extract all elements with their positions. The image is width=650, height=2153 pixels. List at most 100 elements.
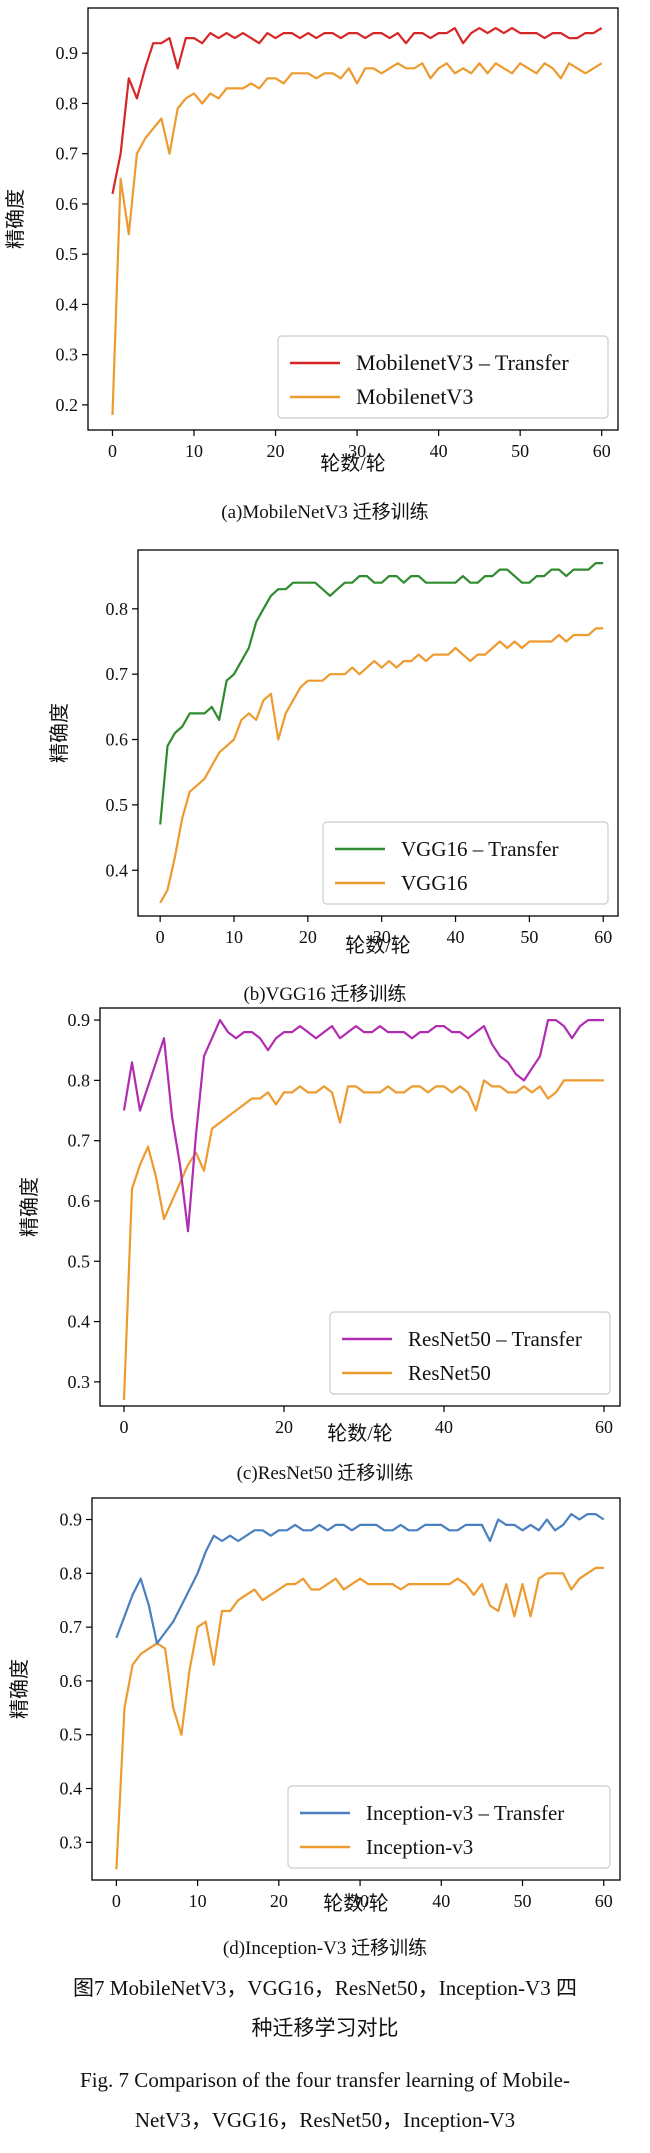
series-line-0	[159, 562, 604, 825]
y-tick-label: 0.8	[106, 599, 129, 619]
x-tick-label: 60	[595, 1891, 613, 1911]
legend: MobilenetV3 – Transfer MobilenetV3	[277, 335, 609, 419]
subcaption-b: (b)VGG16 迁移训练	[243, 984, 407, 1005]
legend-box	[277, 335, 609, 419]
y-tick-label: 0.4	[106, 860, 129, 880]
y-tick-label: 0.3	[56, 345, 79, 365]
legend-label-0: ResNet50 – Transfer	[408, 1327, 582, 1351]
y-tick-label: 0.9	[60, 1510, 83, 1530]
y-axis-label: 精确度	[18, 1177, 41, 1237]
y-tick-label: 0.9	[68, 1010, 91, 1030]
y-tick-label: 0.7	[106, 664, 129, 684]
x-tick-label: 0	[112, 1891, 121, 1911]
x-tick-label: 10	[185, 441, 203, 461]
x-tick-label: 60	[594, 927, 612, 947]
legend-label-1: ResNet50	[408, 1361, 491, 1385]
legend: VGG16 – Transfer VGG16	[322, 821, 609, 905]
figure-caption-zh-line2: 种迁移学习对比	[251, 2016, 399, 2040]
y-tick-label: 0.5	[56, 244, 79, 264]
series-line-1	[111, 62, 603, 415]
y-tick-label: 0.5	[106, 795, 129, 815]
x-tick-label: 20	[270, 1891, 288, 1911]
legend-box	[329, 1311, 611, 1395]
y-tick-label: 0.7	[60, 1617, 83, 1637]
chart-inception-v3: 0 10 20 30 40 50 60 0.3 0.4 0.5 0.6 0.7 0.8 0.9 轮数/轮 精确…	[8, 1497, 621, 1915]
x-tick-label: 40	[435, 1417, 453, 1437]
y-axis-label: 精确度	[48, 703, 71, 763]
legend-label-1: VGG16	[401, 871, 468, 895]
x-tick-label: 60	[593, 441, 611, 461]
x-tick-label: 50	[520, 927, 538, 947]
series-line-1	[159, 627, 604, 904]
legend-box	[287, 1785, 611, 1869]
y-axis-label: 精确度	[8, 1659, 31, 1719]
legend-label-0: MobilenetV3 – Transfer	[356, 350, 569, 375]
y-tick-label: 0.7	[56, 144, 79, 164]
x-tick-label: 40	[447, 927, 465, 947]
x-tick-label: 20	[275, 1417, 293, 1437]
x-tick-label: 0	[120, 1417, 129, 1437]
y-tick-label: 0.9	[56, 43, 79, 63]
y-tick-label: 0.4	[56, 294, 79, 314]
y-axis-label: 精确度	[4, 189, 27, 249]
chart-panel-vgg16: 0 10 20 30 40 50 60 0.4 0.5 0.6 0.7 0.8 轮数/轮 精确度 VGG16…	[0, 540, 650, 1020]
x-tick-label: 20	[267, 441, 285, 461]
subcaption-c: (c)ResNet50 迁移训练	[236, 1463, 414, 1484]
legend-label-0: Inception-v3 – Transfer	[366, 1801, 564, 1825]
y-tick-label: 0.3	[60, 1832, 83, 1852]
x-tick-label: 50	[511, 441, 529, 461]
x-tick-label: 30	[348, 441, 366, 461]
x-tick-label: 30	[373, 927, 391, 947]
y-tick-label: 0.3	[68, 1372, 91, 1392]
series-line-0	[111, 27, 603, 195]
y-tick-label: 0.2	[56, 395, 79, 415]
y-tick-label: 0.6	[68, 1191, 91, 1211]
x-axis-label: 轮数/轮	[345, 934, 411, 957]
plot-frame	[137, 549, 619, 917]
plot-frame	[87, 7, 619, 431]
plot-frame	[91, 1497, 621, 1881]
series-line-0	[122, 1019, 604, 1233]
series-line-1	[122, 1079, 604, 1401]
y-tick-label: 0.5	[60, 1725, 83, 1745]
chart-panel-inception-v3: 0 10 20 30 40 50 60 0.3 0.4 0.5 0.6 0.7 0.8 0.9 轮数/轮 精确…	[0, 1490, 650, 1980]
y-tick-label: 0.6	[106, 730, 129, 750]
legend-label-1: MobilenetV3	[356, 384, 473, 409]
y-tick-label: 0.5	[68, 1251, 91, 1271]
chart-panel-mobilenetv3: 0 10 20 30 40 50 60 0.2 0.3 0.4 0.5 0.6 0.7 0.8 0.9 轮数/…	[0, 0, 650, 550]
chart-mobilenetv3: 0 10 20 30 40 50 60 0.2 0.3 0.4 0.5 0.6 0.7 0.8 0.9 轮数/…	[4, 7, 619, 475]
x-tick-label: 10	[189, 1891, 207, 1911]
figure-caption-zh-line1: 图7 MobileNetV3，VGG16，ResNet50，Inception-…	[73, 1976, 577, 2000]
y-tick-label: 0.8	[60, 1563, 83, 1583]
legend-label-0: VGG16 – Transfer	[401, 837, 559, 861]
legend: ResNet50 – Transfer ResNet50	[329, 1311, 611, 1395]
x-tick-label: 0	[156, 927, 165, 947]
y-tick-label: 0.7	[68, 1131, 91, 1151]
legend-box	[322, 821, 609, 905]
y-tick-label: 0.4	[68, 1312, 91, 1332]
legend-label-1: Inception-v3	[366, 1835, 473, 1859]
chart-resnet50: 0 20 40 60 0.3 0.4 0.5 0.6 0.7 0.8 0.9 轮数/轮 精确度 ResNe…	[18, 1007, 621, 1445]
x-tick-label: 40	[430, 441, 448, 461]
y-tick-label: 0.8	[56, 93, 79, 113]
figure-caption-en-line1: Fig. 7 Comparison of the four transfer l…	[80, 2068, 570, 2092]
plot-frame	[99, 1007, 621, 1407]
x-tick-label: 20	[299, 927, 317, 947]
chart-vgg16: 0 10 20 30 40 50 60 0.4 0.5 0.6 0.7 0.8 轮数/轮 精确度 VGG16…	[48, 549, 619, 957]
series-line-1	[115, 1566, 604, 1870]
x-axis-label: 轮数/轮	[320, 452, 386, 475]
x-tick-label: 0	[108, 441, 117, 461]
series-line-0	[115, 1513, 605, 1645]
x-tick-label: 60	[595, 1417, 613, 1437]
x-tick-label: 50	[514, 1891, 532, 1911]
x-tick-label: 40	[432, 1891, 450, 1911]
x-tick-label: 10	[225, 927, 243, 947]
y-tick-label: 0.6	[56, 194, 79, 214]
y-tick-label: 0.6	[60, 1671, 83, 1691]
subcaption-d: (d)Inception-V3 迁移训练	[222, 1938, 428, 1959]
y-tick-label: 0.8	[68, 1070, 91, 1090]
x-axis-label: 轮数/轮	[323, 1892, 389, 1915]
legend: Inception-v3 – Transfer Inception-v3	[287, 1785, 611, 1869]
x-tick-label: 30	[351, 1891, 369, 1911]
figure-caption-en-line2: NetV3，VGG16，ResNet50，Inception-V3	[134, 2108, 516, 2132]
